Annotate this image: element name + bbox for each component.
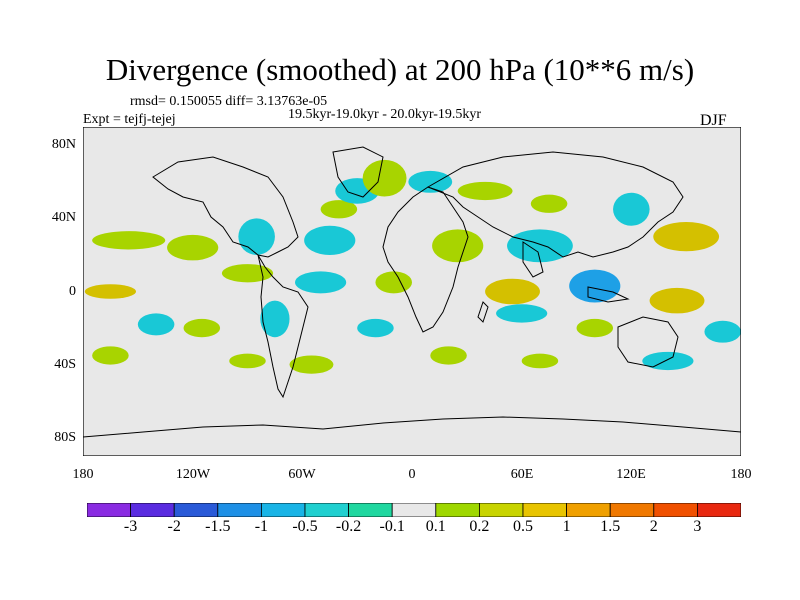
- map-panel: [83, 127, 741, 456]
- divergence-region: [530, 194, 568, 213]
- lat-label: 40S: [54, 357, 76, 372]
- divergence-region: [653, 222, 720, 252]
- colorbar-label: -0.1: [379, 518, 405, 535]
- divergence-region: [375, 271, 412, 294]
- colorbar-label: -0.2: [335, 518, 362, 535]
- colorbar-label: 3: [693, 518, 702, 535]
- colorbar-swatch: [87, 503, 131, 517]
- plot-title: Divergence (smoothed) at 200 hPa (10**6 …: [105, 52, 695, 87]
- colorbar-swatch: [348, 503, 393, 517]
- colorbar-swatch: [653, 503, 698, 517]
- lat-label: 40N: [51, 210, 76, 225]
- colorbar-label: -1: [254, 518, 269, 535]
- coast-india: [522, 241, 544, 278]
- coast-africa-europe: [382, 186, 469, 333]
- stats-text: rmsd= 0.150055 diff= 3.13763e-05: [130, 94, 328, 109]
- divergence-region: [649, 287, 705, 314]
- lat-label: 80S: [54, 430, 76, 445]
- colorbar-swatch: [260, 503, 306, 517]
- colorbar-swatch: [478, 503, 524, 517]
- coast-madagascar: [477, 301, 489, 323]
- divergence-field: [84, 159, 741, 374]
- divergence-region: [304, 225, 356, 255]
- divergence-region: [320, 200, 358, 219]
- divergence-region: [430, 346, 467, 365]
- colorbar-swatch: [304, 503, 349, 517]
- lat-label: 0: [69, 284, 76, 299]
- coast-north-america: [152, 156, 299, 258]
- lon-label: 60E: [510, 467, 534, 482]
- lon-label: 120W: [175, 467, 211, 482]
- colorbar-swatch: [566, 503, 611, 517]
- colorbar-swatch: [522, 503, 567, 517]
- divergence-region: [289, 355, 334, 374]
- colorbar-label: 0.5: [513, 518, 533, 535]
- colorbar-label: 0.1: [425, 518, 446, 535]
- divergence-region: [496, 304, 548, 323]
- colorbar-label: -1.5: [205, 518, 231, 535]
- coast-south-america: [257, 254, 309, 399]
- lon-label: 60W: [288, 467, 316, 482]
- coast-antarctica: [83, 416, 741, 438]
- colorbar-label: 1.5: [600, 518, 621, 535]
- divergence-region: [92, 231, 166, 250]
- divergence-region: [362, 159, 407, 197]
- coast-indonesia: [587, 286, 630, 303]
- period-text: 19.5kyr-19.0kyr - 20.0kyr-19.5kyr: [288, 107, 482, 122]
- experiment-text: Expt = tejfj-tejej: [83, 112, 176, 127]
- colorbar-swatch: [130, 503, 175, 517]
- lon-label: 180: [72, 467, 94, 482]
- divergence-region: [183, 318, 221, 338]
- colorbar-swatch: [697, 503, 741, 517]
- coastlines: [83, 146, 741, 438]
- coast-asia: [426, 151, 684, 258]
- divergence-region: [457, 181, 513, 201]
- divergence-region: [295, 271, 347, 294]
- coast-australia: [617, 316, 679, 368]
- divergence-region: [576, 318, 614, 338]
- colorbar-label: 2: [649, 518, 658, 535]
- divergence-region: [485, 278, 540, 305]
- colorbar: [87, 503, 741, 517]
- colorbar-label: -0.5: [292, 518, 318, 535]
- divergence-region: [221, 264, 274, 283]
- divergence-region: [260, 300, 290, 338]
- colorbar-label: -3: [123, 518, 138, 535]
- colorbar-swatch: [435, 503, 480, 517]
- coast-greenland: [332, 146, 384, 198]
- divergence-region: [521, 353, 559, 369]
- lat-label: 80N: [51, 137, 76, 152]
- divergence-region: [229, 353, 266, 369]
- colorbar-swatch: [609, 503, 655, 517]
- divergence-region: [704, 320, 741, 343]
- divergence-region: [137, 313, 175, 336]
- colorbar-swatch: [391, 503, 437, 517]
- divergence-region: [357, 318, 394, 338]
- colorbar-label: 1: [562, 518, 571, 535]
- colorbar-label: -2: [167, 518, 181, 535]
- divergence-region: [92, 346, 129, 365]
- lon-label: 120E: [616, 467, 646, 482]
- divergence-region: [84, 284, 137, 299]
- divergence-region: [167, 234, 219, 261]
- season-label: DJF: [700, 112, 727, 129]
- colorbar-swatch: [217, 503, 262, 517]
- divergence-region: [569, 269, 621, 303]
- divergence-region: [642, 351, 694, 371]
- divergence-region: [408, 170, 453, 193]
- lon-label: 0: [408, 467, 416, 482]
- colorbar-label: 0.2: [469, 518, 490, 535]
- divergence-region: [238, 218, 275, 255]
- colorbar-swatch: [173, 503, 219, 517]
- divergence-region: [613, 192, 650, 226]
- divergence-region: [432, 229, 484, 263]
- lon-label: 180: [730, 467, 752, 482]
